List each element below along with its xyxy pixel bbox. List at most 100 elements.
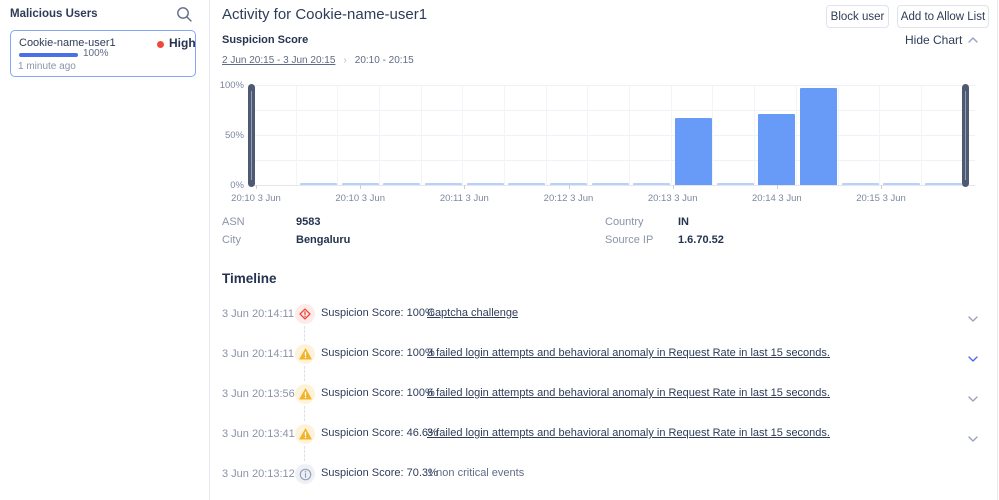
timeline-row: 3 Jun 20:14:11 Suspicion Score: 100% Captc… <box>0 294 999 334</box>
hide-chart-toggle[interactable]: Hide Chart <box>905 33 979 47</box>
chevron-up-icon <box>968 37 979 43</box>
brush-handle-grip <box>965 91 966 180</box>
chart-x-tick-mark <box>256 185 257 189</box>
chart-gridline-v <box>379 85 381 185</box>
block-user-button[interactable]: Block user <box>826 5 889 28</box>
chart-y-tick-label: 50% <box>224 130 244 141</box>
page-title: Activity for Cookie-name-user1 <box>222 6 428 23</box>
suspicion-percent: 100% <box>83 48 109 59</box>
chart-x-tick-mark <box>568 185 570 189</box>
chart-bar <box>550 183 588 185</box>
timeline-score: Suspicion Score: 100% <box>321 387 435 399</box>
timeline-score: Suspicion Score: 46.6% <box>321 427 438 439</box>
chart-gridline-h <box>252 110 975 111</box>
timeline-connector <box>304 326 305 341</box>
chart-gridline-v <box>920 85 922 185</box>
timeline-event-text: 1 non critical events <box>427 467 525 479</box>
timeline-timestamp: 3 Jun 20:14:11 <box>222 348 294 360</box>
timeline-score: Suspicion Score: 100% <box>321 307 435 319</box>
chart-gridline-v <box>837 85 839 185</box>
timeline-event-link[interactable]: 3 failed login attempts and behavioral a… <box>427 427 830 439</box>
chevron-down-icon[interactable] <box>968 349 978 367</box>
chart-x-tick-mark <box>464 185 466 189</box>
user-details-grid: ASN 9583 Country IN City Bengaluru Source IP 1.… <box>222 216 724 246</box>
chart-gridline-v <box>712 85 714 185</box>
detail-value: 1.6.70.52 <box>678 234 724 246</box>
timeline-score: Suspicion Score: 100% <box>321 347 435 359</box>
chart-bar <box>300 183 337 185</box>
chart-gridline-v <box>670 85 672 185</box>
timeline-timestamp: 3 Jun 20:14:11 <box>222 308 294 320</box>
time-range-label: 20:10 - 20:15 <box>354 55 414 66</box>
warning-triangle-icon <box>295 424 315 444</box>
detail-label: City <box>222 234 241 246</box>
sidebar-divider <box>209 0 210 500</box>
timeline-score: Suspicion Score: 70.3% <box>321 467 438 479</box>
chart-bar <box>800 88 838 185</box>
chevron-down-icon[interactable] <box>968 429 978 447</box>
chart-x-tick-mark <box>776 185 778 189</box>
chart-gridline-h <box>252 185 975 186</box>
chart-x-tick-label: 20:10 3 Jun <box>335 193 385 204</box>
chart-bar <box>466 183 504 185</box>
add-to-allow-list-button[interactable]: Add to Allow List <box>897 5 989 28</box>
timeline-title: Timeline <box>222 271 277 286</box>
severity-label: High <box>169 36 196 50</box>
chart-bar <box>758 114 796 185</box>
chart-gridline-v <box>295 85 297 185</box>
chart-bar <box>675 118 713 185</box>
chart-range-row: 2 Jun 20:15 - 3 Jun 20:15 › 20:10 - 20:1… <box>222 55 414 66</box>
chevron-down-icon[interactable] <box>968 309 978 327</box>
chart-gridline-v <box>879 85 881 185</box>
chart-x-tick-mark <box>672 185 674 189</box>
chart-brush-handle-right[interactable] <box>962 84 969 187</box>
sidebar-title: Malicious Users <box>10 8 98 20</box>
page-right-edge <box>997 0 998 500</box>
chart-x-tick-label: 20:12 3 Jun <box>543 193 594 204</box>
chart-y-tick-label: 100% <box>219 80 244 91</box>
chart-gridline-v <box>545 85 547 185</box>
warning-triangle-icon <box>295 344 315 364</box>
chart-bar <box>425 183 462 185</box>
breadcrumb-separator-icon: › <box>343 55 347 66</box>
chart-gridline-v <box>504 85 506 185</box>
detail-label: ASN <box>222 216 245 228</box>
search-icon[interactable] <box>176 6 196 26</box>
info-circle-icon <box>295 464 315 484</box>
suspicion-progress-bar <box>19 53 78 57</box>
malicious-user-card[interactable]: Cookie-name-user1 High 100% 1 minute ago <box>10 30 196 77</box>
warning-triangle-icon <box>295 384 315 404</box>
last-seen: 1 minute ago <box>18 61 76 72</box>
timeline-connector <box>304 406 305 421</box>
timeline-event-link[interactable]: 3 failed login attempts and behavioral a… <box>427 347 830 359</box>
date-range-link[interactable]: 2 Jun 20:15 - 3 Jun 20:15 <box>222 55 336 66</box>
timeline-event-link[interactable]: Captcha challenge <box>427 307 519 319</box>
detail-value: IN <box>678 216 689 228</box>
chart-gridline-h <box>252 135 975 136</box>
chart-brush-handle-left[interactable] <box>248 84 255 187</box>
suspicion-score-chart: 100% 50% 0% 20:10 3 Jun 20:10 3 Jun 20:11 3 J… <box>0 0 999 210</box>
suspicion-score-label: Suspicion Score <box>222 34 309 46</box>
timeline-row: 3 Jun 20:13:41 Suspicion Score: 46.6% 3 fa… <box>0 414 999 454</box>
user-name: Cookie-name-user1 <box>19 37 116 49</box>
chart-x-tick-mark <box>360 185 362 189</box>
chart-x-tick-label: 20:11 3 Jun <box>439 193 489 204</box>
chart-bar <box>716 183 754 185</box>
timeline-timestamp: 3 Jun 20:13:56 <box>222 388 295 400</box>
chart-gridline-h <box>252 85 975 86</box>
detail-label: Source IP <box>605 234 654 246</box>
chart-gridline-v <box>420 85 422 185</box>
chevron-down-icon[interactable] <box>968 389 978 407</box>
chart-bar <box>383 183 421 185</box>
severity-dot-icon <box>157 41 164 48</box>
chart-bar <box>341 183 379 185</box>
chart-bar <box>591 183 629 185</box>
timeline-row: 3 Jun 20:14:11 Suspicion Score: 100% 3 fai… <box>0 334 999 374</box>
timeline-row: 3 Jun 20:13:12 Suspicion Score: 70.3% 1 no… <box>0 454 999 494</box>
chart-x-tick-label: 20:15 3 Jun <box>856 193 906 204</box>
chart-bar <box>883 183 921 185</box>
hide-chart-label: Hide Chart <box>905 33 963 47</box>
timeline-event-link[interactable]: 6 failed login attempts and behavioral a… <box>427 387 830 399</box>
